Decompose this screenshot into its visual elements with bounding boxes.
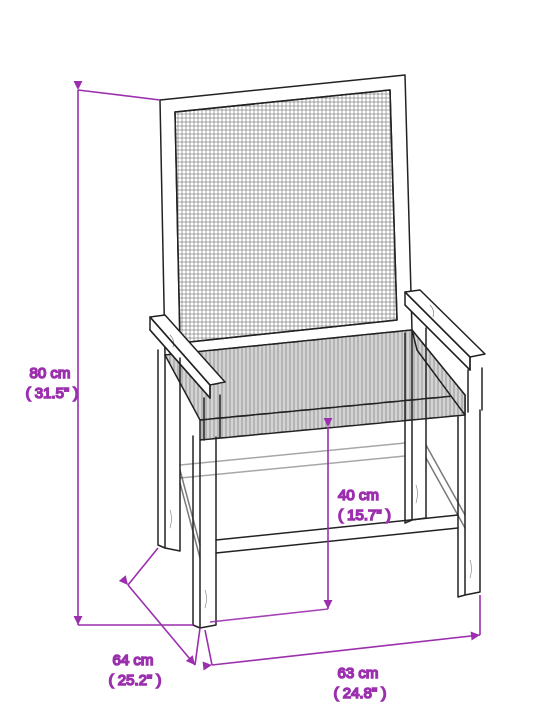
chair-illustration bbox=[150, 75, 485, 628]
stretcher-front bbox=[216, 515, 458, 553]
dim-label-seat-height: 40 cm ( 15.7" ) bbox=[338, 487, 391, 524]
front-right-leg bbox=[458, 410, 480, 597]
dim-label-width: 63 cm ( 24.8" ) bbox=[334, 665, 387, 702]
right-arm-post bbox=[468, 368, 482, 412]
back-left-leg bbox=[158, 350, 180, 551]
backrest-panel bbox=[175, 90, 397, 343]
stretcher-left-side bbox=[180, 470, 200, 558]
dim-label-depth: 64 cm ( 25.2" ) bbox=[109, 652, 162, 689]
stretcher-back bbox=[180, 443, 405, 478]
dim-label-height: 80 cm ( 31.5" ) bbox=[26, 365, 79, 402]
dim-line-width bbox=[212, 635, 480, 665]
